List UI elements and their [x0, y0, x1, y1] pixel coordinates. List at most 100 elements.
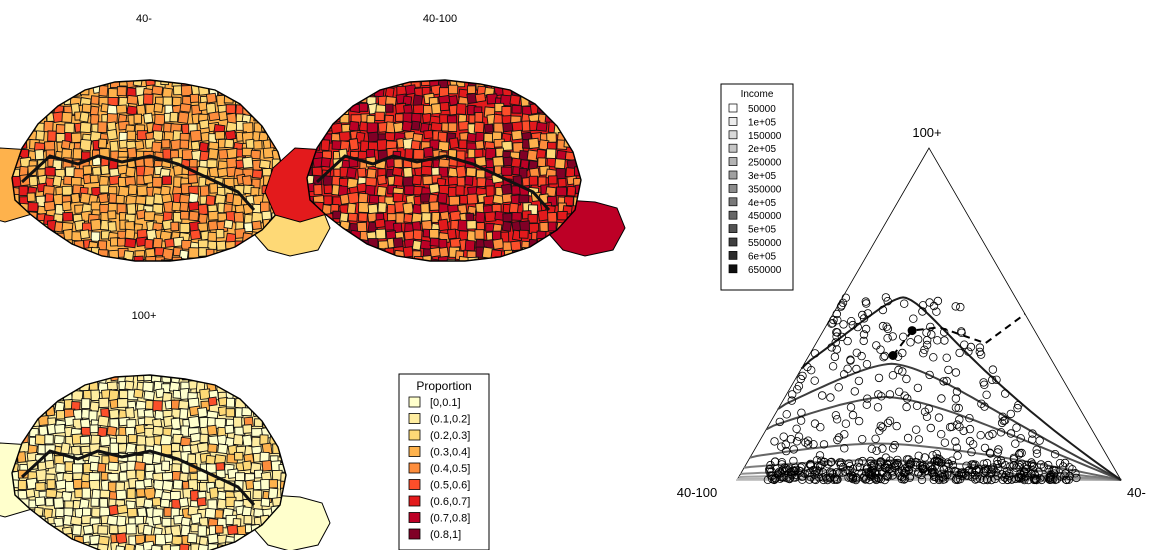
observation-point — [942, 462, 951, 471]
observation-point — [996, 428, 1006, 437]
observation-point — [873, 403, 883, 412]
observation-point — [900, 299, 909, 308]
income-swatch — [728, 103, 738, 113]
observation-point — [927, 330, 936, 339]
observation-point — [1011, 463, 1021, 472]
observation-point — [926, 322, 935, 332]
observation-point — [833, 435, 842, 445]
observation-point — [1009, 455, 1019, 464]
observation-point — [786, 435, 796, 444]
observation-point — [797, 462, 807, 471]
observation-point — [967, 460, 976, 469]
observation-point — [914, 435, 924, 444]
observation-point — [843, 364, 852, 373]
observation-point — [846, 356, 855, 365]
vertex-label-left: 40-100 — [677, 485, 717, 500]
observation-point — [1044, 474, 1053, 483]
proportion-swatch — [408, 446, 421, 457]
observation-point — [862, 360, 872, 369]
observation-point — [857, 351, 866, 361]
observation-point — [932, 307, 941, 316]
observation-point — [832, 332, 841, 341]
observation-point — [771, 457, 780, 466]
observation-point — [883, 418, 893, 428]
income-label: 450000 — [748, 211, 782, 222]
proportion-label: (0.8,1] — [430, 529, 461, 541]
observation-point — [786, 467, 796, 477]
observation-point — [888, 444, 898, 453]
observation-point — [913, 383, 923, 393]
proportion-swatch — [408, 413, 421, 424]
observation-point — [918, 307, 927, 316]
observation-point — [770, 475, 779, 485]
observation-point — [898, 367, 907, 376]
observation-point — [982, 390, 991, 399]
observation-point — [777, 458, 787, 467]
observation-point — [991, 468, 1001, 477]
observation-point — [929, 353, 938, 362]
income-label: 3e+05 — [748, 171, 777, 182]
observation-point — [1065, 471, 1074, 481]
observation-point — [777, 472, 786, 481]
map-100-plus — [0, 374, 331, 550]
expansion-path — [892, 313, 1026, 357]
observation-point — [1017, 448, 1026, 458]
observation-point — [874, 390, 883, 399]
observation-point — [997, 470, 1006, 479]
observation-point — [1019, 468, 1029, 477]
observation-point — [919, 461, 928, 470]
observation-point — [810, 349, 820, 358]
observation-point — [980, 443, 990, 453]
observation-point — [1055, 459, 1065, 468]
proportion-legend-title: Proportion — [416, 379, 471, 393]
observation-point — [1039, 462, 1049, 471]
observation-point — [885, 390, 895, 399]
observation-point — [788, 390, 797, 399]
observation-point — [832, 345, 841, 354]
observation-point — [987, 475, 996, 485]
observation-point — [781, 440, 790, 449]
observation-point — [923, 466, 932, 475]
proportion-label: (0.4,0.5] — [430, 463, 470, 475]
observation-point — [975, 343, 985, 352]
income-swatch — [728, 130, 738, 140]
observation-point — [794, 432, 804, 441]
observation-point — [818, 391, 827, 400]
observation-point — [922, 340, 932, 350]
observation-point — [979, 378, 988, 387]
map-outline — [11, 79, 287, 262]
income-label: 50000 — [748, 104, 776, 115]
observation-point — [893, 458, 902, 468]
observation-point — [1050, 450, 1060, 459]
observation-point — [1028, 460, 1037, 469]
observation-point — [840, 444, 849, 453]
observation-point — [876, 457, 885, 466]
observation-point — [881, 293, 891, 302]
observation-point — [763, 475, 773, 484]
observation-point — [892, 421, 901, 431]
observation-point — [777, 442, 786, 451]
observation-point — [1016, 434, 1025, 443]
observation-point — [873, 460, 882, 469]
observation-point — [900, 474, 910, 483]
observation-point — [958, 470, 967, 479]
observation-point — [920, 453, 929, 462]
observation-point — [834, 383, 843, 392]
observation-point — [848, 320, 857, 330]
income-label: 6e+05 — [748, 251, 777, 262]
observation-point — [878, 321, 888, 331]
observation-point — [861, 475, 870, 484]
proportion-swatch — [408, 512, 421, 523]
observation-point — [883, 297, 892, 306]
observation-point — [945, 423, 955, 432]
observation-point — [1071, 469, 1080, 478]
observation-point — [827, 468, 837, 477]
proportion-swatch — [408, 495, 421, 507]
observation-point — [976, 431, 985, 440]
observation-point — [998, 475, 1007, 484]
observation-point — [951, 368, 961, 377]
observation-point — [988, 429, 997, 439]
observation-point — [782, 446, 791, 456]
observation-point — [878, 305, 888, 315]
observation-point — [840, 430, 849, 439]
